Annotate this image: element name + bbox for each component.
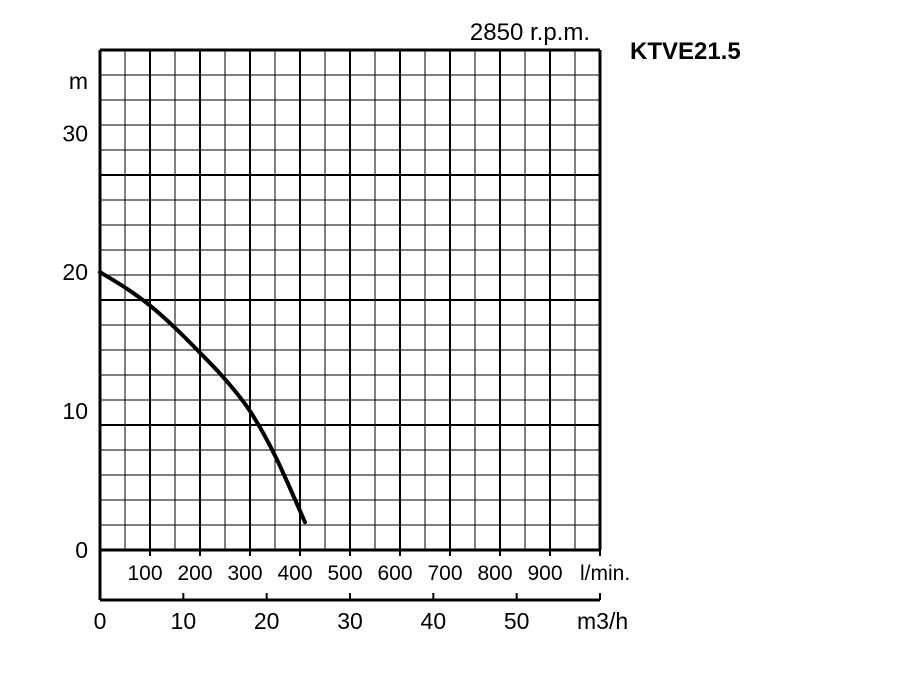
y-axis-label: m (69, 68, 88, 94)
lpm-tick-label: 300 (227, 562, 262, 585)
m3h-unit-label: m3/h (577, 608, 628, 634)
lpm-tick-label: 400 (277, 562, 312, 585)
m3h-tick-label: 20 (254, 608, 280, 634)
y-tick-label: 0 (75, 537, 88, 563)
y-tick-label: 10 (62, 398, 88, 424)
m3h-tick-label: 30 (337, 608, 363, 634)
lpm-tick-label: 100 (127, 562, 162, 585)
y-tick-label: 20 (62, 259, 88, 285)
lpm-unit-label: l/min. (580, 562, 630, 585)
tick-labels: 0 10 20 30 100 200 300 400 500 600 700 800 900 0 10 20 3… (62, 120, 562, 634)
lpm-tick-label: 600 (377, 562, 412, 585)
chart-grid (98, 48, 602, 602)
curve-layer (98, 270, 307, 525)
m3h-tick-label: 50 (504, 608, 530, 634)
lpm-tick-label: 700 (427, 562, 462, 585)
chart-labels: 2850 r.p.m. KTVE21.5 m l/min. m3/h (69, 19, 741, 634)
lpm-tick-label: 800 (477, 562, 512, 585)
lpm-tick-label: 900 (527, 562, 562, 585)
y-tick-label: 30 (62, 120, 88, 146)
pump-curve-line (98, 270, 307, 525)
m3h-tick-label: 0 (94, 608, 107, 634)
model-label: KTVE21.5 (630, 38, 741, 65)
m3h-tick-label: 40 (421, 608, 447, 634)
chart-title: 2850 r.p.m. (470, 19, 590, 46)
lpm-tick-label: 200 (177, 562, 212, 585)
m3h-tick-label: 10 (171, 608, 197, 634)
lpm-tick-label: 500 (327, 562, 362, 585)
